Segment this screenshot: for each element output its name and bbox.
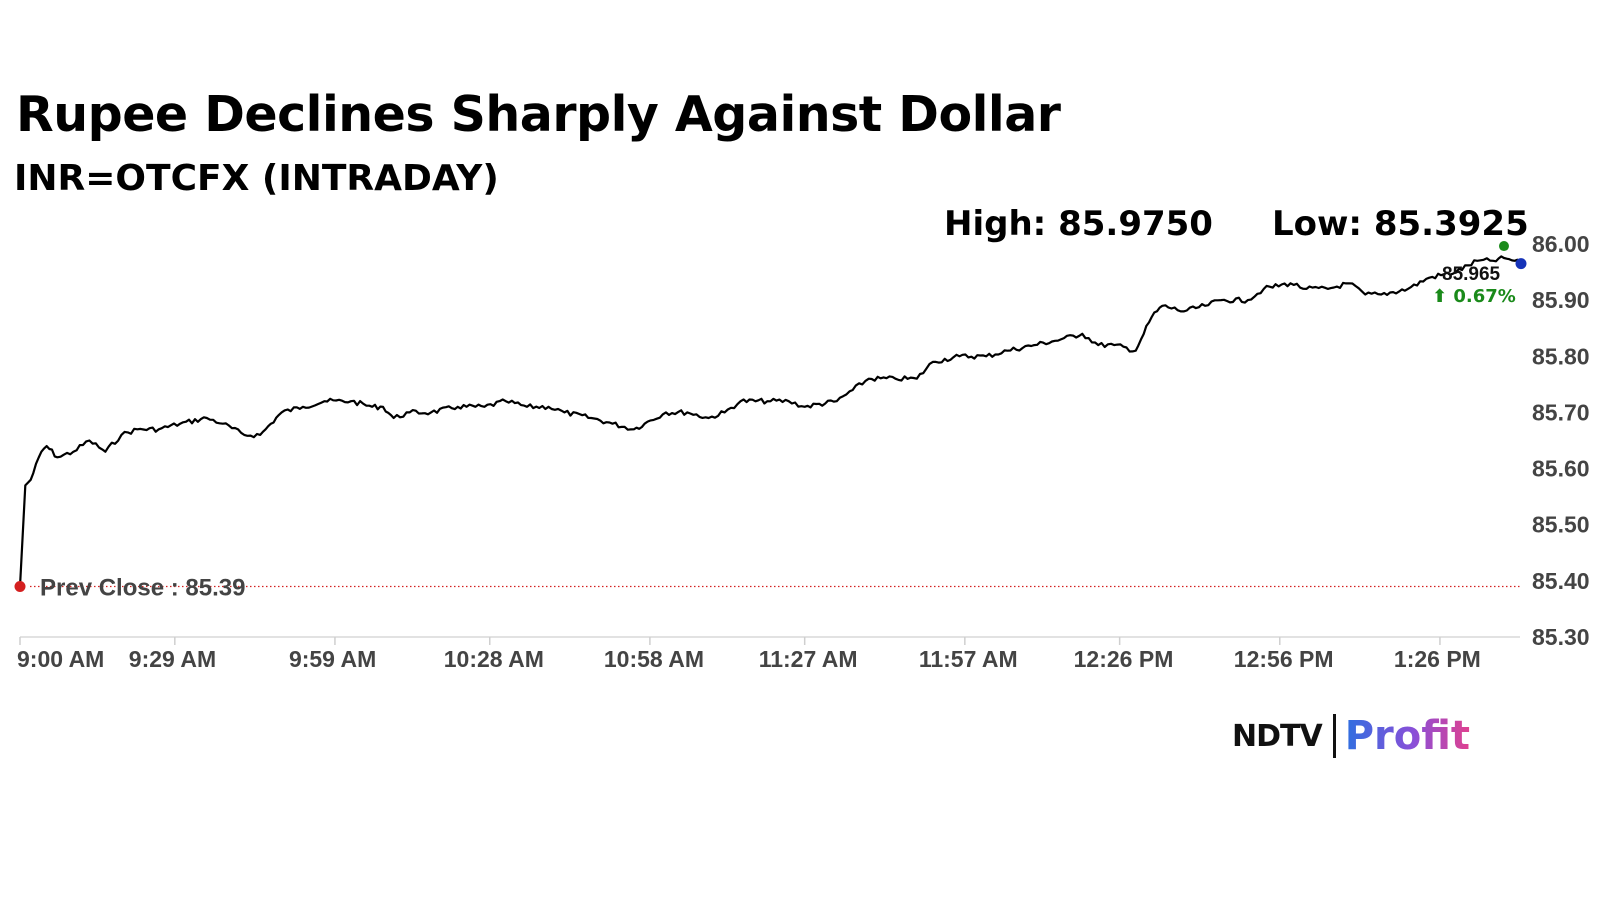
y-tick-label: 86.00 <box>1532 231 1590 257</box>
logo-ndtv-text: NDTV <box>1232 718 1323 754</box>
y-tick-label: 85.60 <box>1532 456 1590 482</box>
y-tick-label: 85.90 <box>1532 287 1590 313</box>
x-tick-label: 11:27 AM <box>759 646 858 672</box>
x-tick-label: 11:57 AM <box>919 646 1018 672</box>
x-tick-label: 12:26 PM <box>1074 646 1174 672</box>
x-tick-label: 9:59 AM <box>289 646 376 672</box>
prev-close-label: Prev Close : 85.39 <box>40 574 245 601</box>
chart-subtitle: INR=OTCFX (INTRADAY) <box>14 158 499 199</box>
price-line <box>18 255 1521 587</box>
high-label: High: 85.9750 <box>944 204 1213 244</box>
y-tick-label: 85.40 <box>1532 568 1590 594</box>
x-tick-label: 1:26 PM <box>1394 646 1481 672</box>
change-percent-label: ⬆ 0.67% <box>1432 286 1516 307</box>
y-tick-label: 85.50 <box>1532 512 1590 538</box>
x-tick-label: 9:29 AM <box>129 646 216 672</box>
y-tick-label: 85.80 <box>1532 343 1590 369</box>
logo-divider <box>1332 714 1336 758</box>
x-tick-label: 10:58 AM <box>604 646 704 672</box>
last-value-label: 85.965 <box>1442 264 1501 285</box>
y-tick-label: 85.70 <box>1532 399 1590 425</box>
last-price-marker <box>1515 258 1527 270</box>
y-tick-label: 85.30 <box>1532 624 1590 650</box>
logo-profit-text: Profit <box>1344 713 1470 759</box>
x-tick-label: 10:28 AM <box>444 646 544 672</box>
ndtv-profit-logo: NDTV Profit <box>1232 712 1470 760</box>
high-marker <box>1498 241 1509 252</box>
x-tick-label: 12:56 PM <box>1234 646 1334 672</box>
chart-title: Rupee Declines Sharply Against Dollar <box>16 86 1061 143</box>
prev-close-marker <box>14 580 26 592</box>
x-tick-label: 9:00 AM <box>17 646 104 672</box>
low-label: Low: 85.3925 <box>1272 204 1529 244</box>
